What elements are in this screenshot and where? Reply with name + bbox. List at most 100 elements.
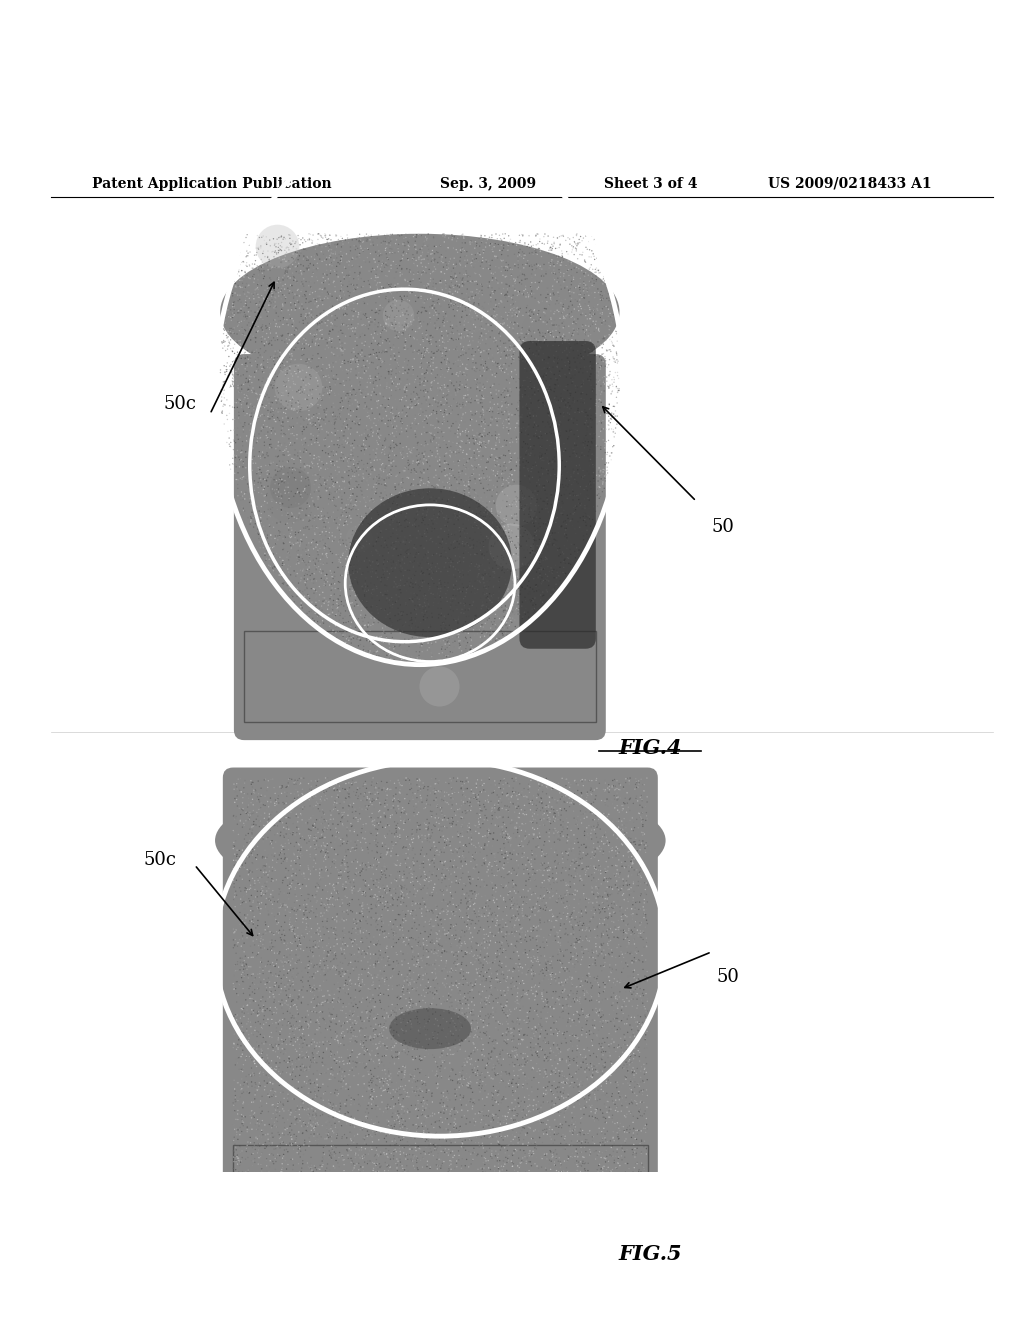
Point [614, 800, 631, 821]
Point [392, 807, 409, 828]
Point [500, 279, 516, 300]
Point [564, 261, 581, 282]
Point [547, 803, 563, 824]
Point [485, 475, 502, 496]
Point [282, 797, 298, 818]
Point [415, 1096, 431, 1117]
Point [421, 1192, 437, 1213]
Point [407, 420, 423, 441]
Point [381, 1097, 397, 1118]
Point [587, 297, 603, 318]
Point [305, 263, 322, 284]
Point [552, 1063, 568, 1084]
Point [395, 870, 412, 891]
Point [326, 936, 342, 957]
Point [267, 979, 284, 1001]
Point [342, 585, 358, 606]
Point [487, 932, 504, 953]
Point [234, 416, 251, 437]
Point [263, 1184, 280, 1205]
Point [571, 870, 588, 891]
Point [530, 1014, 547, 1035]
Point [592, 261, 608, 282]
Point [326, 935, 342, 956]
Point [496, 549, 512, 570]
Point [354, 894, 371, 915]
Point [572, 1052, 589, 1073]
Point [284, 1007, 300, 1028]
Point [459, 826, 475, 847]
Point [475, 569, 492, 590]
Point [522, 331, 539, 352]
Point [397, 909, 414, 931]
Point [475, 491, 492, 512]
Point [254, 1160, 270, 1181]
Point [292, 1168, 308, 1189]
Point [267, 1148, 284, 1170]
Point [426, 495, 442, 516]
Point [615, 911, 632, 932]
Point [498, 470, 514, 491]
Point [488, 447, 505, 469]
Point [441, 469, 458, 490]
Point [250, 870, 266, 891]
Point [259, 438, 275, 459]
Point [370, 272, 386, 293]
Point [395, 318, 412, 339]
Point [411, 520, 427, 541]
Point [390, 234, 407, 255]
Point [411, 312, 427, 333]
Point [279, 1063, 295, 1084]
Point [592, 1028, 608, 1049]
Point [540, 859, 556, 880]
Point [324, 939, 340, 960]
Point [596, 909, 612, 931]
Point [406, 557, 422, 578]
Point [594, 1039, 610, 1060]
Point [366, 997, 382, 1018]
Point [360, 842, 377, 863]
Point [322, 1034, 338, 1055]
Point [555, 224, 571, 246]
Point [331, 601, 347, 622]
Point [343, 314, 359, 335]
Point [456, 834, 472, 855]
Point [413, 1092, 429, 1113]
Point [449, 870, 465, 891]
Point [541, 296, 557, 317]
Point [391, 825, 408, 846]
Point [473, 273, 489, 294]
Point [626, 1125, 642, 1146]
Point [318, 404, 335, 425]
Point [333, 591, 349, 612]
Point [502, 269, 518, 290]
Point [402, 475, 419, 496]
Point [268, 793, 285, 814]
Point [497, 519, 513, 540]
Point [560, 875, 577, 896]
Point [398, 605, 415, 626]
Point [509, 890, 525, 911]
Point [226, 1192, 243, 1213]
Point [460, 962, 476, 983]
Point [298, 1090, 314, 1111]
Point [391, 875, 408, 896]
Point [352, 263, 369, 284]
Point [622, 789, 638, 810]
Point [531, 909, 548, 931]
Point [226, 1006, 243, 1027]
Point [618, 936, 635, 957]
Point [402, 1019, 419, 1040]
Point [483, 1111, 500, 1133]
Point [319, 572, 336, 593]
Point [614, 1117, 631, 1138]
Point [472, 634, 488, 655]
Point [484, 243, 501, 264]
Point [494, 985, 510, 1006]
Point [360, 579, 377, 601]
Point [342, 370, 358, 391]
Point [255, 240, 271, 261]
Point [291, 379, 307, 400]
Point [262, 788, 279, 809]
Point [538, 310, 554, 331]
